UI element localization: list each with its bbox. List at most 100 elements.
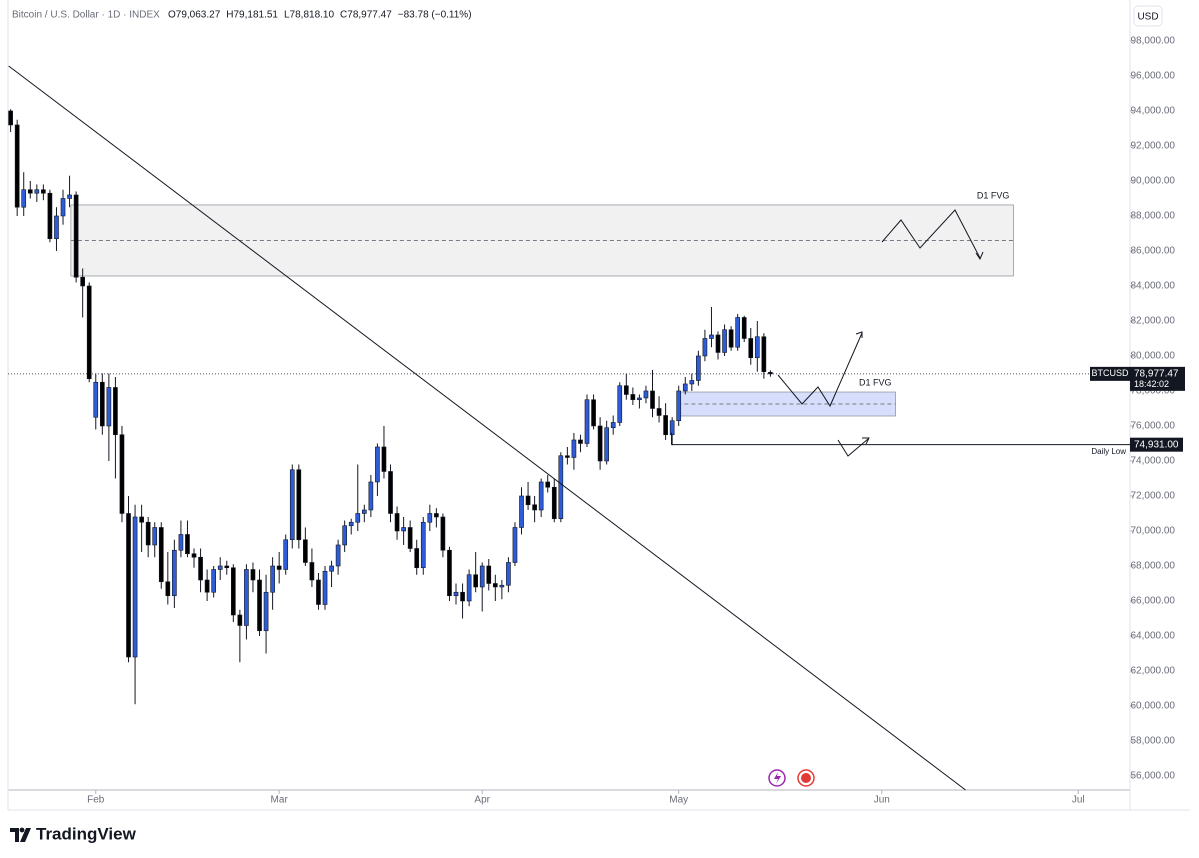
candle-body	[283, 539, 289, 570]
y-tick-label: 82,000.00	[1131, 316, 1176, 327]
currency[interactable]: USD	[1137, 12, 1158, 23]
candle-body	[158, 527, 164, 583]
candle-body	[178, 534, 184, 551]
candle-body	[106, 387, 112, 427]
candle-body	[152, 527, 158, 546]
candle-body	[211, 569, 216, 593]
candle-body	[761, 336, 767, 373]
candle-body	[499, 584, 505, 588]
candle-body	[47, 192, 53, 240]
candle-body	[650, 390, 655, 409]
candle-body	[316, 579, 321, 605]
y-tick-label: 72,000.00	[1131, 491, 1176, 502]
candle-body	[296, 469, 302, 541]
candle-body	[322, 570, 328, 605]
candle-body	[722, 329, 727, 353]
candle-body	[427, 513, 433, 523]
candle-body	[191, 553, 197, 558]
candle-body	[217, 565, 223, 570]
candle-body	[492, 583, 498, 588]
candle-body	[198, 556, 203, 581]
candle-body	[276, 565, 282, 570]
currency-button[interactable]	[1133, 5, 1163, 27]
candle-body	[309, 562, 315, 581]
ohlc-value: O79,063.27	[168, 10, 221, 21]
candle-body	[303, 539, 308, 563]
candle-body	[99, 381, 105, 427]
candle-body	[139, 516, 144, 523]
candle-body	[388, 471, 393, 514]
candle-body	[270, 565, 275, 593]
candle-body	[604, 427, 609, 462]
y-tick-label: 92,000.00	[1131, 141, 1176, 152]
y-tick-label: 66,000.00	[1131, 596, 1176, 607]
y-tick-label: 90,000.00	[1131, 176, 1176, 187]
ohlc-value: C78,977.47	[340, 10, 392, 21]
trendline	[8, 65, 966, 791]
candle-body	[230, 567, 236, 616]
candle-body	[204, 579, 210, 593]
candle-body	[597, 425, 603, 462]
candle-body	[453, 591, 459, 597]
candle-body	[185, 534, 190, 555]
candle-body	[368, 481, 374, 511]
x-tick-label: Jun	[874, 795, 890, 806]
candle-body	[60, 198, 66, 217]
x-tick-label: Apr	[474, 795, 490, 806]
candle-body	[512, 527, 518, 563]
daily-low-tag-label: 74,931.00	[1134, 439, 1179, 450]
candle-body	[355, 513, 361, 523]
candle-body	[728, 329, 734, 348]
candle-body	[34, 189, 40, 194]
candle-body	[14, 124, 20, 208]
candle-body	[682, 383, 688, 392]
candle-body	[676, 390, 682, 422]
x-tick-label: Jul	[1072, 795, 1085, 806]
countdown: 18:42:02	[1134, 379, 1169, 389]
candle-body	[486, 565, 492, 584]
y-tick-label: 98,000.00	[1131, 36, 1176, 47]
candle-body	[709, 334, 714, 339]
candle-body	[479, 565, 485, 588]
candle-body	[434, 513, 439, 518]
candle-body	[741, 317, 747, 339]
arrow-head	[855, 331, 863, 338]
logo-mark	[19, 827, 25, 833]
ohlc-value: −83.78 (−0.11%)	[398, 10, 472, 21]
candle-body	[584, 399, 590, 444]
y-tick-label: 60,000.00	[1131, 701, 1176, 712]
x-tick-label: Mar	[271, 795, 289, 806]
candle-body	[73, 194, 79, 278]
candle-body	[86, 285, 92, 380]
event-icon-bolt	[774, 772, 781, 784]
candle-body	[689, 380, 695, 385]
candle-body	[257, 579, 262, 632]
candle-body	[54, 215, 59, 240]
candle-body	[420, 521, 426, 569]
y-tick-label: 96,000.00	[1131, 71, 1176, 82]
symbol-tag	[1090, 366, 1130, 381]
candle-body	[558, 455, 564, 520]
candle-body	[447, 549, 452, 597]
fvg-label: D1 FVG	[859, 377, 892, 387]
y-tick-label: 64,000.00	[1131, 631, 1176, 642]
y-tick-label: 68,000.00	[1131, 561, 1176, 572]
candle-body	[414, 548, 420, 569]
candle-body	[623, 385, 629, 395]
y-tick-label: 94,000.00	[1131, 106, 1176, 117]
candle-body	[551, 486, 557, 520]
candle-body	[113, 387, 118, 436]
candle-body	[663, 415, 668, 436]
candle-body	[224, 565, 230, 569]
y-tick-label: 62,000.00	[1131, 666, 1176, 677]
y-tick-label: 76,000.00	[1131, 421, 1176, 432]
arrow-head	[975, 251, 984, 261]
candle-body	[440, 516, 446, 551]
candle-body	[401, 527, 406, 532]
candle-body	[126, 513, 131, 658]
fvg-label: D1 FVG	[977, 190, 1010, 200]
y-tick-label: 78,000.00	[1131, 386, 1176, 397]
candle-body	[702, 338, 708, 357]
